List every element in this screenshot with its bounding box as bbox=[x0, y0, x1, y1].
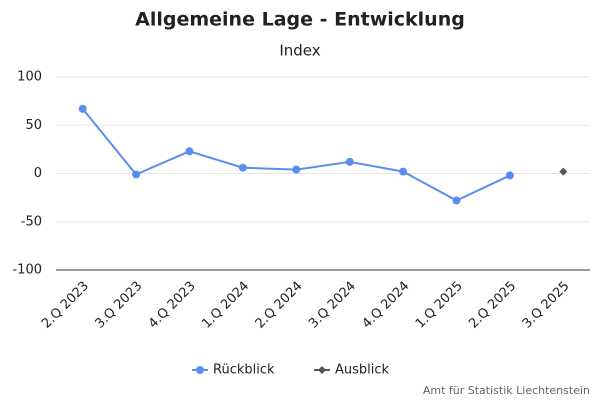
point bbox=[78, 104, 87, 113]
point bbox=[292, 165, 301, 174]
x-tick-label: 2.Q 2023 bbox=[39, 279, 92, 332]
x-tick-label: 4.Q 2023 bbox=[146, 279, 199, 332]
x-tick-label: 3.Q 2025 bbox=[520, 279, 573, 332]
point bbox=[318, 366, 326, 374]
point bbox=[559, 167, 568, 176]
series-line bbox=[81, 108, 511, 202]
point bbox=[132, 170, 141, 179]
y-tick-label: 0 bbox=[34, 166, 42, 181]
x-tick-label: 4.Q 2024 bbox=[359, 279, 412, 332]
x-tick-label: 3.Q 2023 bbox=[92, 279, 145, 332]
point bbox=[399, 167, 408, 176]
point bbox=[238, 163, 247, 172]
x-tick-label: 1.Q 2025 bbox=[413, 279, 466, 332]
y-tick-label: 50 bbox=[25, 118, 42, 133]
legend-label: Ausblick bbox=[335, 363, 390, 378]
credit: Amt für Statistik Liechtenstein bbox=[423, 384, 590, 397]
y-tick-label: 100 bbox=[17, 70, 42, 85]
y-tick-label: -100 bbox=[12, 263, 42, 278]
x-tick-label: 1.Q 2024 bbox=[199, 279, 252, 332]
x-tick-label: 2.Q 2024 bbox=[253, 279, 306, 332]
legend-label: Rückblick bbox=[213, 363, 275, 378]
x-tick-label: 2.Q 2025 bbox=[466, 279, 519, 332]
y-tick-label: -50 bbox=[21, 214, 42, 229]
chart-title: Allgemeine Lage - Entwicklung bbox=[135, 9, 465, 31]
chart-subtitle: Index bbox=[279, 42, 320, 60]
point bbox=[505, 171, 514, 180]
x-tick-label: 3.Q 2024 bbox=[306, 279, 359, 332]
point bbox=[185, 147, 194, 156]
point bbox=[345, 157, 354, 166]
point bbox=[196, 366, 204, 374]
point bbox=[452, 196, 461, 205]
